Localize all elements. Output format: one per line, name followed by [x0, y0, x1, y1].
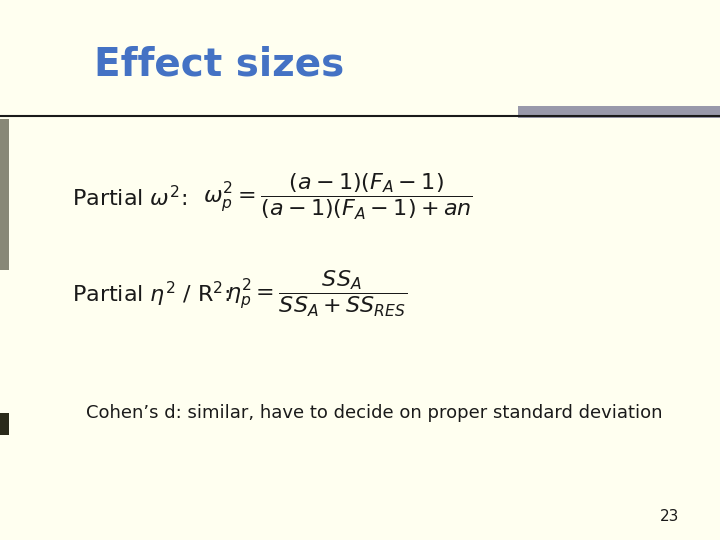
- Text: Cohen’s d: similar, have to decide on proper standard deviation: Cohen’s d: similar, have to decide on pr…: [86, 404, 663, 422]
- Text: 23: 23: [660, 509, 679, 524]
- Text: $\eta_p^2 = \dfrac{SS_A}{SS_A + SS_{RES}}$: $\eta_p^2 = \dfrac{SS_A}{SS_A + SS_{RES}…: [226, 269, 408, 319]
- Text: Effect sizes: Effect sizes: [94, 46, 344, 84]
- Bar: [0, 413, 9, 435]
- Text: $\omega_p^2 = \dfrac{(a-1)(F_A-1)}{(a-1)(F_A-1)+an}$: $\omega_p^2 = \dfrac{(a-1)(F_A-1)}{(a-1)…: [204, 172, 473, 222]
- Text: Partial $\omega^2$:: Partial $\omega^2$:: [72, 185, 187, 210]
- Bar: [0, 119, 9, 270]
- Text: Partial $\eta^2$ / R$^2$:: Partial $\eta^2$ / R$^2$:: [72, 280, 230, 309]
- Bar: [518, 106, 720, 118]
